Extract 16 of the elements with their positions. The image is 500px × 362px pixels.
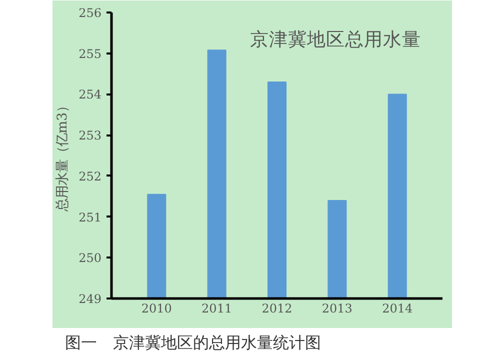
y-tick-label: 253 — [78, 128, 102, 143]
y-tick-label: 252 — [78, 169, 102, 184]
y-tick-label: 250 — [78, 251, 102, 266]
y-axis-title: 总用水量（亿m3） — [56, 99, 71, 213]
y-tick-label: 254 — [78, 88, 102, 102]
y-tick-label: 249 — [78, 292, 102, 306]
y-tick-label: 251 — [78, 210, 102, 224]
text: 图一 京津冀地区的总用水量统计图 — [65, 332, 321, 354]
text: 京津冀地区总用水量 — [250, 28, 421, 51]
x-tick-label: 2011 — [202, 302, 232, 316]
y-tick-label: 256 — [78, 6, 102, 20]
x-tick-label: 2012 — [262, 302, 292, 316]
y-tick-label: 255 — [78, 46, 102, 61]
x-tick-label: 2013 — [322, 302, 352, 316]
x-tick-label: 2010 — [141, 302, 172, 316]
x-tick-label: 2014 — [382, 302, 413, 316]
